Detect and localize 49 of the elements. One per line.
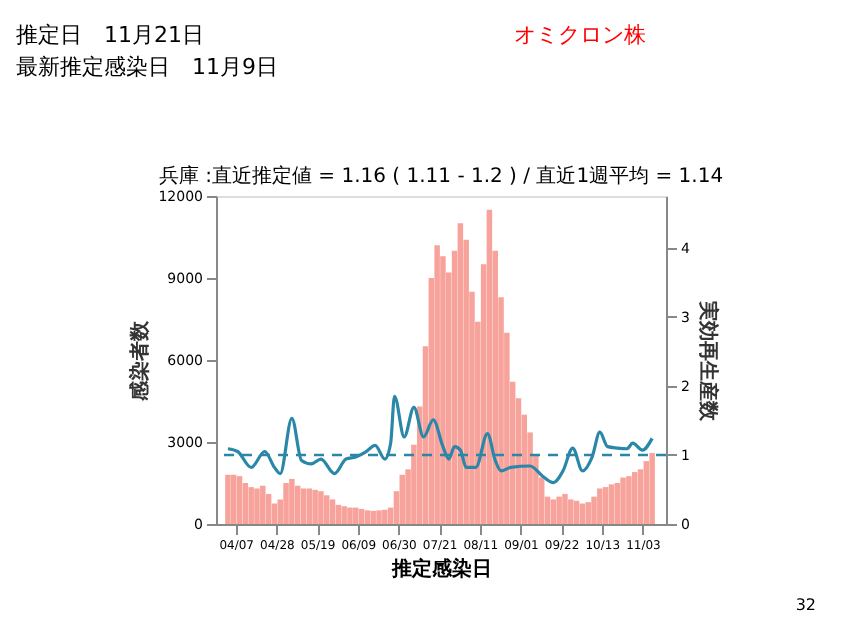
bar bbox=[300, 488, 307, 524]
bar bbox=[236, 476, 243, 524]
bar bbox=[602, 487, 609, 524]
text: 32 bbox=[795, 596, 816, 614]
bar bbox=[649, 452, 655, 524]
bar bbox=[335, 504, 342, 524]
bar bbox=[556, 496, 562, 524]
bar bbox=[329, 499, 336, 524]
bar bbox=[568, 499, 574, 524]
bar bbox=[573, 500, 580, 524]
text: オミクロン株 bbox=[514, 22, 646, 48]
bar bbox=[614, 483, 620, 524]
bar bbox=[323, 495, 330, 524]
bar bbox=[591, 496, 597, 524]
text: 推定日 11月21日 bbox=[16, 22, 204, 48]
bar bbox=[597, 488, 603, 524]
bar bbox=[306, 488, 313, 524]
chart-title: 兵庫 :直近推定値 = 1.16 ( 1.11 - 1.2 ) / 直近1週平均 = 1.14 bbox=[158, 164, 724, 188]
bar bbox=[260, 485, 266, 524]
bar bbox=[620, 477, 626, 524]
bar bbox=[248, 487, 254, 524]
bar bbox=[550, 499, 557, 524]
bar bbox=[434, 245, 440, 524]
bar bbox=[382, 509, 388, 524]
bar bbox=[399, 474, 405, 524]
bar bbox=[225, 474, 231, 524]
bar bbox=[294, 485, 301, 524]
text: 最新推定感染日 11月9日 bbox=[16, 54, 278, 80]
bar bbox=[353, 507, 359, 524]
bar bbox=[289, 478, 295, 524]
bar bbox=[242, 483, 249, 524]
bar bbox=[231, 474, 237, 524]
bar bbox=[631, 472, 638, 524]
bar bbox=[364, 510, 371, 524]
x-axis-title: 推定感染日 bbox=[390, 557, 492, 581]
bar bbox=[341, 506, 347, 524]
bar bbox=[318, 491, 324, 524]
bar bbox=[643, 461, 650, 524]
y-axis-title: 感染者数 bbox=[128, 319, 153, 403]
bar bbox=[370, 510, 376, 524]
bar bbox=[312, 489, 318, 524]
bar bbox=[585, 502, 591, 524]
bar bbox=[637, 469, 644, 524]
y2-axis-title: 実効再生産数 bbox=[695, 299, 720, 423]
bar bbox=[283, 483, 289, 524]
bar bbox=[626, 476, 632, 524]
bar bbox=[608, 484, 615, 524]
bar bbox=[358, 508, 365, 524]
bar bbox=[265, 493, 272, 524]
